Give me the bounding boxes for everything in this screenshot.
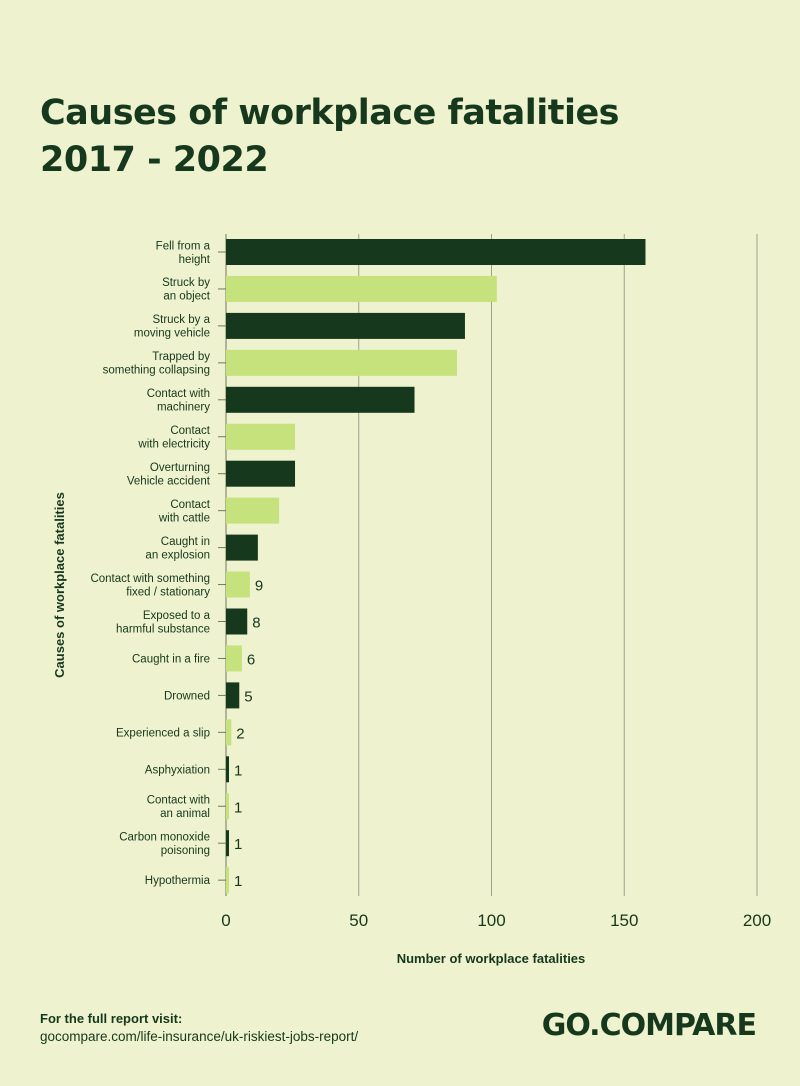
category-label: an object	[163, 291, 210, 303]
bar	[226, 460, 296, 487]
data-label: 9	[255, 578, 263, 595]
category-label: Carbon monoxide	[119, 831, 210, 843]
category-label: Contact with	[147, 795, 210, 807]
category-label: machinery	[157, 402, 210, 414]
category-label: Fell from a	[156, 240, 211, 252]
bar	[226, 312, 465, 339]
bar	[226, 867, 229, 894]
category-label: Struck by a	[152, 314, 210, 326]
bar-chart: Fell from a height Struck by an object Struc…	[52, 234, 771, 966]
bars	[226, 239, 646, 894]
x-tick-label: 50	[349, 911, 368, 930]
bar	[226, 423, 296, 450]
footer-label: For the full report visit:	[40, 1011, 183, 1026]
category-label: Asphyxiation	[145, 764, 210, 776]
data-label: 1	[234, 762, 242, 779]
x-tick-label: 0	[221, 911, 230, 930]
category-label: fixed / stationary	[126, 586, 210, 598]
y-axis-label: Causes of workplace fatalities	[52, 492, 67, 678]
category-label: Contact with	[147, 388, 210, 400]
chart-title: Causes of workplace fatalities 2017 - 20…	[40, 90, 760, 184]
report-link[interactable]: gocompare.com/life-insurance/uk-riskiest…	[40, 1029, 359, 1044]
bar	[226, 682, 240, 709]
category-label: an animal	[160, 808, 210, 820]
data-label: 2	[236, 725, 244, 742]
category-label: with electricity	[137, 439, 210, 451]
x-tick-label: 150	[610, 911, 638, 930]
category-label: with cattle	[158, 512, 210, 524]
x-tick-labels: 0 50 100 150 200	[221, 911, 771, 930]
data-label: 1	[234, 873, 242, 890]
category-label: Hypothermia	[145, 875, 211, 887]
category-labels: Fell from a height Struck by an object Struc…	[90, 240, 226, 887]
category-label: Drowned	[164, 690, 210, 702]
x-axis-label: Number of workplace fatalities	[397, 951, 586, 966]
x-tick-label: 200	[743, 911, 771, 930]
value-labels: 9 8 6 5 2 1 1 1 1	[234, 578, 263, 891]
bar	[226, 349, 457, 376]
bar	[226, 386, 415, 413]
bar	[226, 645, 242, 672]
bar	[226, 793, 229, 820]
data-label: 1	[234, 836, 242, 853]
bar	[226, 756, 229, 783]
chart-title-line-2: 2017 - 2022	[40, 140, 269, 180]
bar	[226, 239, 646, 265]
category-label: Contact	[170, 425, 210, 437]
category-label: harmful substance	[116, 623, 210, 635]
chart-title-line-1: Causes of workplace fatalities	[40, 93, 620, 133]
data-label: 5	[244, 688, 252, 705]
bar	[226, 830, 229, 857]
bar	[226, 571, 250, 598]
category-label: Caught in	[161, 536, 210, 548]
category-label: height	[179, 254, 211, 266]
bar	[226, 275, 497, 302]
category-label: Experienced a slip	[116, 727, 210, 739]
category-label: Contact	[170, 499, 210, 511]
category-label: poisoning	[161, 845, 210, 857]
gridlines	[225, 234, 758, 896]
category-label: Caught in a fire	[132, 653, 210, 665]
category-label: Struck by	[162, 277, 210, 289]
x-tick-label: 100	[477, 911, 505, 930]
category-label: Exposed to a	[143, 610, 211, 622]
bar	[226, 608, 248, 635]
category-label: Vehicle accident	[127, 475, 211, 487]
category-label: an explosion	[145, 549, 210, 561]
category-label: moving vehicle	[134, 328, 210, 340]
bar	[226, 534, 258, 561]
bar	[226, 719, 232, 746]
data-label: 8	[252, 615, 260, 632]
gocompare-logo: GO.COMPARE	[541, 1008, 757, 1043]
data-label: 1	[234, 799, 242, 816]
category-label: Overturning	[150, 462, 210, 474]
category-label: Trapped by	[152, 351, 210, 363]
category-label: something collapsing	[103, 365, 210, 377]
data-label: 6	[247, 651, 255, 668]
bar	[226, 497, 280, 524]
category-label: Contact with something	[90, 573, 210, 585]
